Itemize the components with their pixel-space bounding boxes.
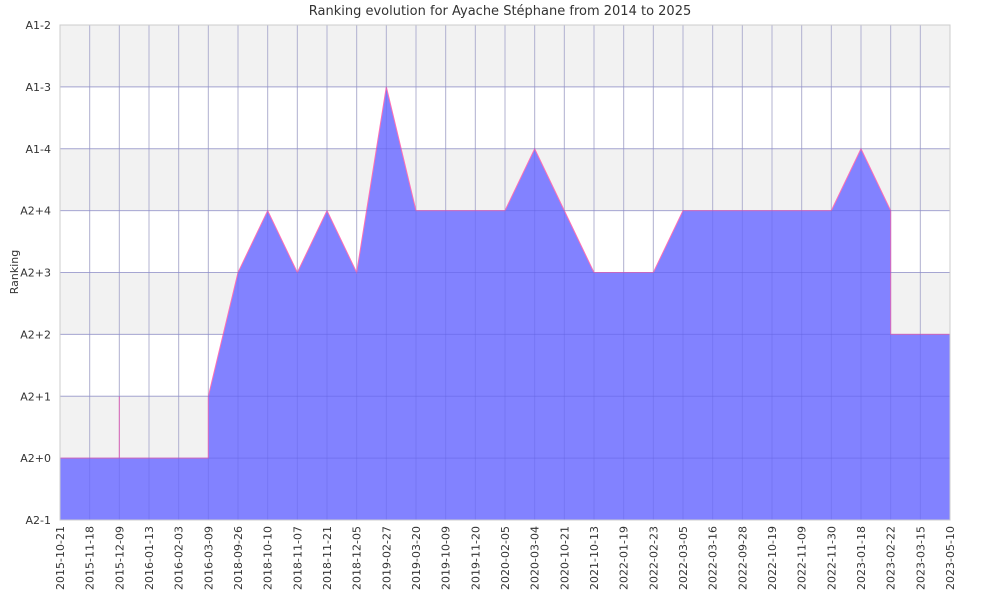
x-tick-label: 2022-03-05 xyxy=(677,526,690,590)
x-tick-label: 2020-03-04 xyxy=(529,526,542,590)
x-tick-label: 2015-10-21 xyxy=(54,526,67,590)
x-tick-label: 2019-10-09 xyxy=(440,526,453,590)
x-tick-label: 2019-02-27 xyxy=(380,526,393,590)
y-tick-label: A2+4 xyxy=(20,205,51,218)
x-tick-label: 2022-01-19 xyxy=(618,526,631,590)
x-tick-label: 2020-02-05 xyxy=(499,526,512,590)
x-tick-label: 2022-10-19 xyxy=(766,526,779,590)
x-tick-label: 2015-11-18 xyxy=(84,526,97,590)
plot-border xyxy=(59,24,951,521)
x-tick-label: 2018-09-26 xyxy=(232,526,245,590)
series-area xyxy=(60,86,950,520)
x-tick-label: 2022-02-23 xyxy=(647,526,660,590)
x-tick-label: 2023-03-15 xyxy=(914,526,927,590)
x-tick-label: 2019-03-20 xyxy=(410,526,423,590)
x-tick-label: 2019-11-20 xyxy=(469,526,482,590)
x-tick-label: 2023-01-18 xyxy=(855,526,868,590)
y-tick-label: A1-4 xyxy=(26,143,52,156)
x-tick-label: 2023-05-10 xyxy=(944,526,957,590)
y-tick-label: A2+0 xyxy=(20,452,51,465)
x-tick-label: 2018-12-05 xyxy=(351,526,364,590)
x-tick-label: 2022-11-30 xyxy=(825,526,838,590)
x-tick-label: 2020-10-21 xyxy=(558,526,571,590)
y-tick-label: A1-2 xyxy=(26,19,52,32)
y-tick-label: A2+2 xyxy=(20,328,51,341)
x-tick-label: 2016-03-09 xyxy=(202,526,215,590)
x-tick-label: 2018-11-21 xyxy=(321,526,334,590)
y-tick-label: A2+3 xyxy=(20,267,51,280)
x-tick-label: 2016-01-13 xyxy=(143,526,156,590)
x-tick-label: 2022-11-09 xyxy=(796,526,809,590)
x-tick-label: 2018-10-10 xyxy=(262,526,275,590)
series-line xyxy=(60,86,950,459)
x-tick-label: 2021-10-13 xyxy=(588,526,601,590)
y-tick-label: A1-3 xyxy=(26,81,52,94)
x-tick-label: 2015-12-09 xyxy=(113,526,126,590)
y-tick-label: A2-1 xyxy=(26,514,52,527)
x-tick-label: 2023-02-22 xyxy=(885,526,898,590)
x-tick-label: 2018-11-07 xyxy=(291,526,304,590)
x-tick-label: 2022-03-16 xyxy=(707,526,720,590)
x-tick-label: 2022-09-28 xyxy=(736,526,749,590)
x-tick-label: 2016-02-03 xyxy=(173,526,186,590)
y-tick-label: A2+1 xyxy=(20,390,51,403)
chart-title: Ranking evolution for Ayache Stéphane fr… xyxy=(308,4,692,19)
